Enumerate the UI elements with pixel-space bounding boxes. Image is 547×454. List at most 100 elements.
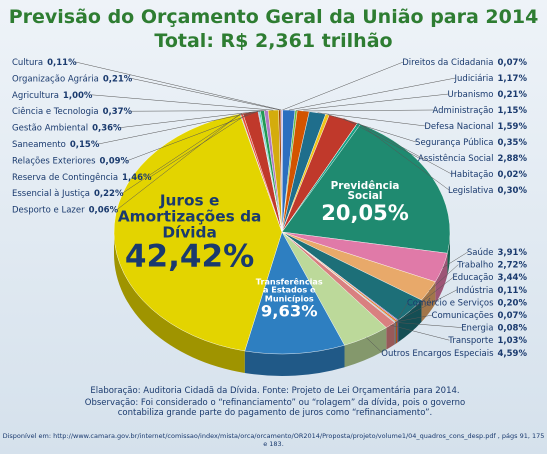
leader-line — [410, 277, 454, 311]
slice-label: Direitos da Cidadania 0,07% — [402, 58, 527, 68]
category-name: Educação — [452, 273, 493, 283]
slice-label: Assistência Social 2,88% — [418, 153, 528, 164]
slice-side — [397, 320, 399, 343]
value-label: 20,05% — [321, 200, 409, 226]
leader-line — [120, 110, 263, 128]
slice-side — [244, 345, 345, 376]
leader-line — [116, 113, 241, 210]
value-label: 0,11% — [498, 285, 528, 295]
slice-label: Trabalho 2,72% — [456, 260, 527, 270]
leader-line — [395, 314, 433, 323]
value-label: 0,06% — [89, 205, 119, 215]
slice-inner-label: Juros e Amortizações da Dívida 42,42% — [110, 191, 269, 274]
leader-line — [127, 110, 259, 161]
link-note: Disponível em: http://www.camara.gov.br/… — [2, 432, 545, 448]
value-label: 0,20% — [498, 298, 528, 308]
category-name: Essencial à Justiça — [12, 189, 90, 199]
slice-label: Judiciária 1,17% — [454, 74, 528, 84]
slice-label: Comunicações 0,07% — [432, 311, 528, 321]
category-name: Gestão Ambiental — [12, 123, 88, 133]
slice-label: Essencial à Justiça 0,22% — [12, 189, 124, 199]
leader-line — [394, 322, 463, 328]
category-name: Saúde — [467, 248, 494, 258]
leader-line — [428, 264, 459, 292]
value-label: 9,63% — [260, 302, 318, 322]
slice-label: Relações Exteriores 0,09% — [12, 156, 130, 166]
leader-line — [442, 251, 469, 269]
slice-inner-label: Previdência Social 20,05% — [317, 179, 413, 226]
category-name: Urbanismo — [448, 90, 494, 100]
leader-line — [343, 118, 420, 159]
chart-subtitle: Total: R$ 2,361 trilhão — [154, 30, 393, 52]
category-name: Habitação — [451, 170, 494, 180]
leader-line — [75, 61, 282, 111]
slice-side — [394, 322, 396, 345]
slice-label: Outros Encargos Especiais 4,59% — [381, 348, 527, 358]
slice — [244, 231, 345, 355]
value-label: 2,88% — [498, 154, 528, 164]
category-name: Outros Encargos Especiais — [381, 348, 494, 358]
leader-line — [282, 61, 404, 111]
value-label: 1,03% — [498, 336, 528, 346]
slice-label: Saneamento 0,15% — [12, 140, 100, 150]
category-name: Administração — [433, 106, 494, 116]
value-label: 0,07% — [498, 311, 528, 321]
category-name: Juros e Amortizações da Dívida — [117, 191, 262, 242]
category-name: Assistência Social — [418, 153, 494, 164]
leader-line — [131, 110, 267, 112]
value-label: 0,21% — [498, 90, 528, 100]
slice-label: Organização Agrária 0,21% — [12, 74, 133, 84]
category-name: Ciência e Tecnologia — [12, 106, 99, 117]
value-label: 1,15% — [498, 106, 528, 116]
category-name: Segurança Pública — [415, 138, 493, 148]
value-label: 1,17% — [498, 74, 528, 84]
category-name: Saneamento — [12, 140, 66, 150]
category-name: Relações Exteriores — [12, 156, 96, 166]
leader-line — [327, 114, 417, 143]
leader-line — [366, 337, 383, 353]
slice-label: Indústria 0,11% — [456, 285, 527, 295]
leader-line — [131, 78, 280, 111]
leader-line — [296, 93, 449, 111]
slice-label: Energia 0,08% — [461, 323, 527, 333]
category-name: Desporto e Lazer — [12, 205, 85, 215]
slice-side — [421, 281, 436, 323]
value-label: 0,08% — [498, 323, 528, 333]
value-label: 0,21% — [103, 74, 133, 84]
slice-label: Segurança Pública 0,35% — [415, 138, 527, 148]
value-label: 3,91% — [498, 248, 528, 258]
leader-line — [317, 112, 426, 127]
value-label: 0,07% — [498, 58, 528, 68]
observation-note: Observação: Foi considerado o “refinanci… — [84, 398, 466, 418]
slice-label: Gestão Ambiental 0,36% — [12, 123, 122, 133]
slice-label: Defesa Nacional 1,59% — [424, 122, 527, 132]
leader-line — [303, 109, 434, 112]
value-label: 0,35% — [498, 138, 528, 148]
leader-line — [396, 302, 409, 322]
slice-label: Administração 1,15% — [433, 106, 528, 116]
value-label: 0,22% — [94, 189, 124, 199]
slice-label: Urbanismo 0,21% — [448, 90, 528, 100]
value-label: 0,37% — [103, 107, 133, 117]
slice-side — [435, 253, 448, 304]
category-name: Legislativa — [448, 186, 494, 196]
slice-side — [395, 321, 396, 345]
category-name: Trabalho — [456, 260, 493, 270]
slice-label: Transporte 1,03% — [447, 336, 527, 346]
slice-side — [398, 300, 422, 343]
slice-side — [114, 232, 245, 373]
slice-label: Saúde 3,91% — [467, 248, 528, 258]
category-name: Transporte — [447, 336, 493, 346]
value-label: 0,02% — [498, 170, 528, 180]
slice-label: Comércio e Serviços 0,20% — [407, 297, 528, 308]
value-label: 0,11% — [47, 58, 77, 68]
value-label: 1,59% — [498, 122, 528, 132]
leader-line — [91, 94, 274, 111]
category-name: Previdência Social — [330, 179, 400, 203]
leader-line — [98, 110, 260, 145]
category-name: Direitos da Cidadania — [402, 58, 493, 68]
category-name: Indústria — [456, 285, 494, 295]
chart-title: Previsão do Orçamento Geral da União par… — [8, 6, 539, 28]
slice-label: Ciência e Tecnologia 0,37% — [12, 106, 133, 117]
